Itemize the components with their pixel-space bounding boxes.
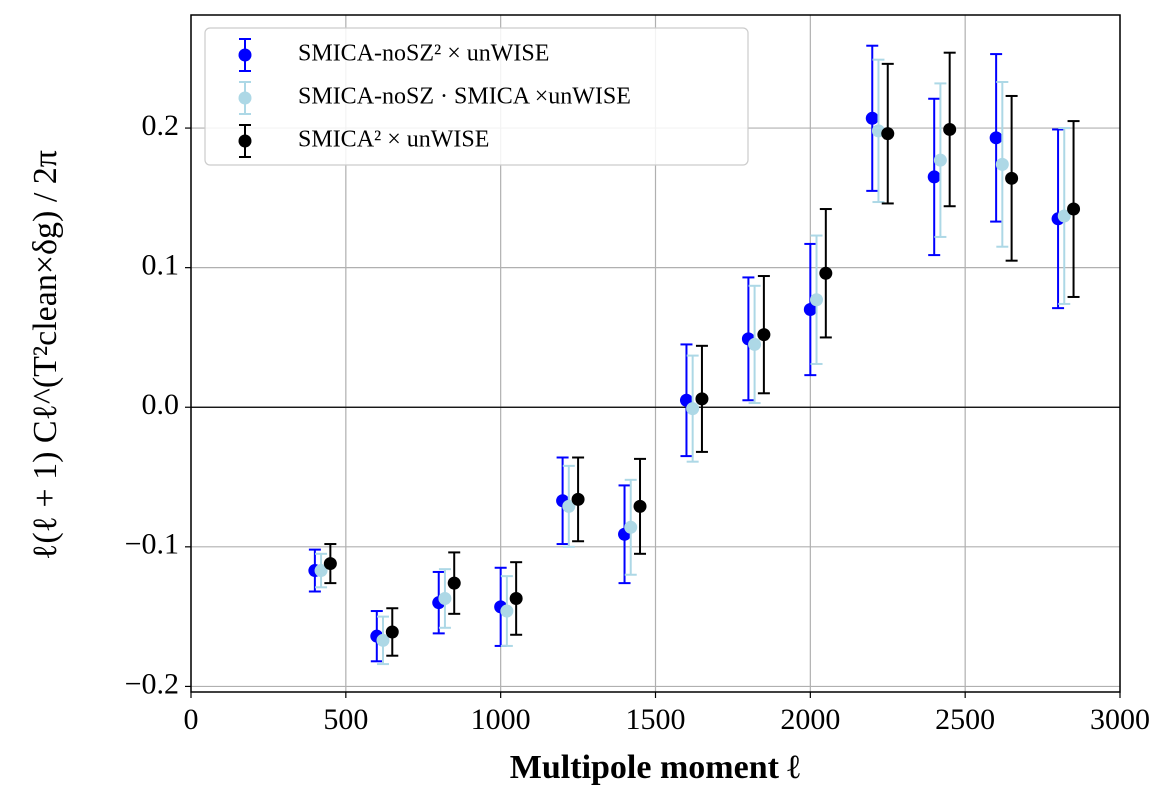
point [624,520,638,534]
point [438,591,452,605]
x-axis-label: Multipole moment ℓ [510,749,801,786]
point [686,402,700,416]
point [314,564,328,578]
y-tick-label: 0.0 [142,388,180,421]
point [695,392,709,406]
y-axis-label: ℓ(ℓ + 1) Cℓ^(T²clean×δg) / 2π [27,150,64,560]
point [509,591,523,605]
point [995,157,1009,171]
x-tick-label: 1000 [471,703,531,736]
point [571,492,585,506]
point [881,127,895,141]
legend-dot [238,48,252,62]
point [633,499,647,513]
point [562,499,576,513]
point [943,122,957,136]
point [748,337,762,351]
point [757,328,771,342]
plot-frame [190,14,1121,693]
x-tick-label: 500 [323,703,368,736]
point [989,131,1003,145]
legend-box [204,27,749,166]
legend-label: SMICA² × unWISE [298,127,489,153]
legend-label: SMICA-noSZ · SMICA ×unWISE [298,84,631,110]
point [819,266,833,280]
point [933,153,947,167]
point [803,303,817,317]
x-tick-label: 1500 [626,703,686,736]
point [810,293,824,307]
y-tick-label: −0.2 [125,667,179,700]
point [1067,202,1081,216]
x-tick-label: 3000 [1090,703,1150,736]
point [1005,171,1019,185]
x-tick-label: 2500 [935,703,995,736]
point [323,557,337,571]
legend-dot [238,134,252,148]
legend-dot [238,91,252,105]
x-tick-label: 2000 [780,703,840,736]
point [500,604,514,618]
point [447,576,461,590]
y-tick-label: 0.2 [142,109,180,142]
point [385,625,399,639]
y-tick-label: 0.1 [142,249,180,282]
point [927,170,941,184]
legend-label: SMICA-noSZ² × unWISE [298,41,549,67]
x-tick-label: 0 [184,703,199,736]
point [865,111,879,125]
point [376,633,390,647]
point [1057,209,1071,223]
y-tick-label: −0.1 [125,528,179,561]
